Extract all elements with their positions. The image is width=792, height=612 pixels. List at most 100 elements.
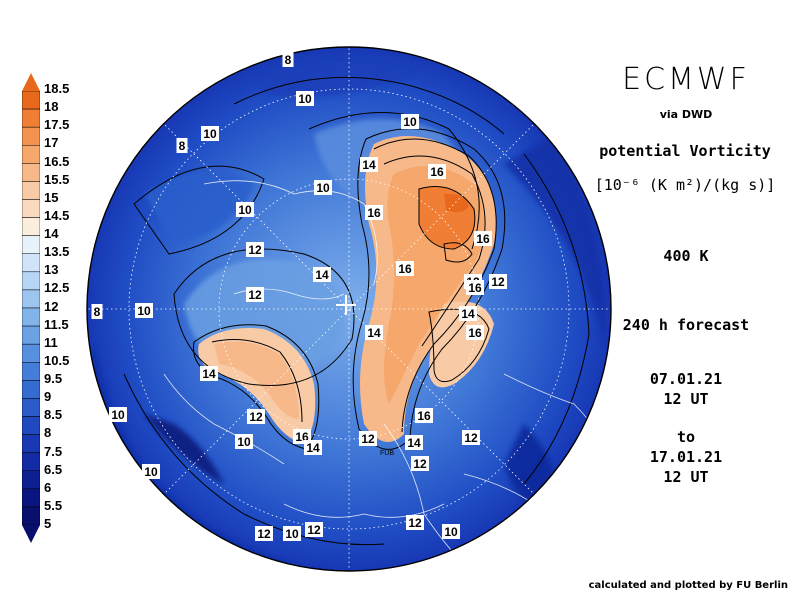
contour-label: 14 <box>360 157 378 172</box>
contour-label-text: 14 <box>362 158 376 172</box>
colorbar-tick-label: 5.5 <box>44 497 63 513</box>
high-pv-trough-east <box>360 136 496 442</box>
contour-label-text: 8 <box>285 53 292 67</box>
contour-label-text: 12 <box>248 243 262 257</box>
colorbar-tick-label: 10.5 <box>44 352 70 368</box>
contour-label-text: 12 <box>307 523 321 537</box>
contour-label: 14 <box>304 440 322 455</box>
contour-label-text: 12 <box>361 432 375 446</box>
contour-label: 16 <box>428 164 446 179</box>
map-boundary <box>86 46 612 572</box>
colorbar-swatch <box>22 217 40 236</box>
contour-label-text: 16 <box>468 281 482 295</box>
contour-label: 10 <box>236 202 254 217</box>
contour-label-text: 10 <box>285 527 299 541</box>
colorbar-swatch <box>22 271 40 291</box>
colorbar-swatch <box>22 362 40 381</box>
contour-label-text: 14 <box>315 268 329 282</box>
contour-label: 12 <box>406 515 424 530</box>
contour-label: 8 <box>282 52 294 67</box>
colorbar-swatch <box>22 343 40 363</box>
contour-label-text: 10 <box>298 92 312 106</box>
colorbar-top-arrow <box>22 73 40 91</box>
contour-label-text: 16 <box>430 165 444 179</box>
pole-marker <box>336 295 356 315</box>
colorbar-swatch <box>22 488 40 508</box>
contour-label-text: 10 <box>137 304 151 318</box>
colorbar-swatch <box>22 289 40 309</box>
contour-label: 14 <box>405 435 423 450</box>
contour-label-text: 8 <box>179 139 186 153</box>
colorbar-tick-label: 6 <box>44 479 52 495</box>
contour-label: 10 <box>296 91 314 106</box>
contour-label-text: 16 <box>468 326 482 340</box>
colorbar-swatch <box>22 253 40 273</box>
colorbar-swatch <box>22 235 40 255</box>
contour-labels: 8 10 10 8 10 10 10 14 16 16 16 16 12 14 12 12 8 10 14 14 16 1… <box>91 52 507 541</box>
contour-label-text: 10 <box>111 408 125 422</box>
colorbar-tick-label: 14.5 <box>44 207 70 223</box>
contour-label-text: 14 <box>306 441 320 455</box>
contour-label: 12 <box>246 287 264 302</box>
colorbar-swatch <box>22 181 40 200</box>
contour-label-text: 12 <box>248 288 262 302</box>
start-date: 07.01.21 <box>649 370 723 388</box>
units-label: [10⁻⁶ (K m²)/(kg s)] <box>594 176 776 194</box>
contour-label-text: 12 <box>257 527 271 541</box>
colorbar-tick-label: 6.5 <box>44 461 63 477</box>
colorbar-swatch <box>22 126 40 146</box>
colorbar-swatch <box>22 380 40 399</box>
forecast-label: 240 h forecast <box>622 316 750 334</box>
credit-label: calculated and plotted by FU Berlin <box>588 580 788 591</box>
contour-label: 10 <box>235 434 253 449</box>
contour-label: 16 <box>466 325 484 340</box>
contour-label: 10 <box>135 303 153 318</box>
contour-label-text: 10 <box>316 181 330 195</box>
contour-label-text: 12 <box>408 516 422 530</box>
contour-label: 16 <box>365 205 383 220</box>
contour-label: 12 <box>255 526 273 541</box>
colorbar-tick-label: 18.5 <box>44 81 70 96</box>
quantity-label: potential Vorticity <box>599 142 771 160</box>
colorbar-swatch <box>22 416 40 435</box>
contour-label-text: 10 <box>444 525 458 539</box>
contour-label-text: 10 <box>144 465 158 479</box>
contour-label: 16 <box>474 231 492 246</box>
contour-label: 14 <box>200 366 218 381</box>
colorbar-tick-label: 13.5 <box>44 244 70 260</box>
polar-stereographic-map: FUB 8 10 10 8 10 10 10 14 16 16 16 16 12 14 12 12 8 10 14 1… <box>86 46 612 572</box>
contour-label-text: 14 <box>407 436 421 450</box>
model-title: ECMWF <box>622 62 750 97</box>
colorbar-tick-label: 17 <box>44 135 59 151</box>
contour-label: 12 <box>359 431 377 446</box>
colorbar-tick-label: 5 <box>44 516 52 531</box>
contour-label: 10 <box>401 114 419 129</box>
contour-label: 12 <box>489 274 507 289</box>
contour-label-text: 14 <box>367 326 381 340</box>
colorbar-tick-label: 17.5 <box>44 117 70 133</box>
contour-label-text: 8 <box>94 305 101 319</box>
contour-label-text: 10 <box>403 115 417 129</box>
colorbar-tick-label: 15 <box>44 189 59 205</box>
contour-label-text: 12 <box>249 410 263 424</box>
high-pv-trough-west <box>198 328 316 444</box>
colorbar-swatch <box>22 307 40 327</box>
colorbar-tick-label: 16.5 <box>44 153 70 169</box>
contour-label: 10 <box>314 180 332 195</box>
contour-label: 8 <box>91 304 103 319</box>
colorbar-swatch <box>22 163 40 182</box>
colorbar-swatch <box>22 398 40 417</box>
end-date: 17.01.21 <box>649 448 723 466</box>
contour-label: 12 <box>247 409 265 424</box>
contour-label: 14 <box>365 325 383 340</box>
end-time: 12 UT <box>663 468 709 486</box>
contour-label: 12 <box>305 522 323 537</box>
colorbar-tick-label: 7.5 <box>44 443 63 459</box>
source-label: via DWD <box>659 108 713 121</box>
colorbar-tick-label: 8.5 <box>44 407 63 423</box>
contour-label-text: 10 <box>203 127 217 141</box>
contour-label-text: 16 <box>417 409 431 423</box>
contour-label: 12 <box>462 430 480 445</box>
colorbar-tick-label: 13 <box>44 262 59 278</box>
colorbar-tick-label: 11.5 <box>44 316 69 332</box>
